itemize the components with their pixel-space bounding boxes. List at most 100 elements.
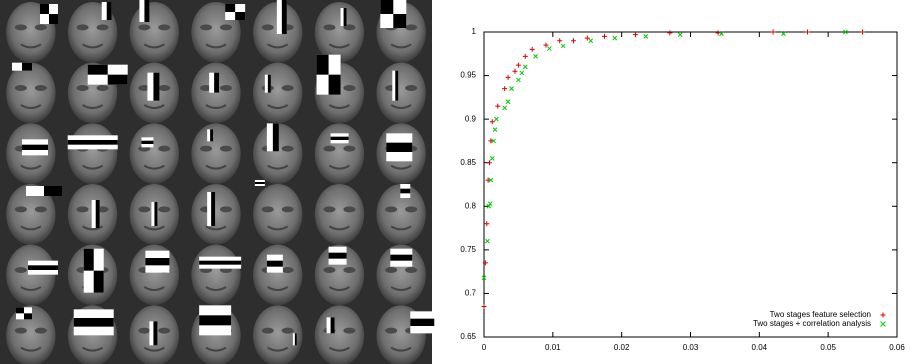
point: [488, 177, 494, 183]
point: [667, 30, 673, 36]
face: [6, 244, 56, 306]
face: [67, 123, 118, 184]
point: [557, 38, 563, 44]
face-mouth: [20, 43, 42, 49]
point: [492, 127, 498, 132]
haar-feature-dark: [144, 0, 150, 22]
face-eye: [14, 327, 27, 334]
point: [491, 138, 496, 144]
face-grid: [6, 0, 435, 364]
haar-feature-dark: [235, 12, 246, 20]
haar-feature-dark: [328, 74, 341, 95]
haar-feature-dark: [106, 2, 112, 20]
haar-feature-dark: [107, 74, 128, 85]
face-eye: [405, 206, 418, 213]
x-tick-label: 0.05: [820, 343, 836, 352]
face-eye: [343, 327, 356, 334]
face-eye: [281, 85, 294, 91]
face-mouth: [143, 164, 165, 170]
haar-feature-dark: [73, 318, 114, 327]
face-eye: [158, 145, 171, 152]
face-eye: [220, 145, 232, 152]
face-eye: [385, 267, 398, 273]
y-tick-label: 0.95: [460, 71, 476, 80]
face-eye: [323, 206, 336, 213]
point: [489, 119, 495, 125]
point: [560, 43, 566, 49]
face-eye: [385, 206, 398, 213]
face-eye: [261, 24, 274, 31]
face-eye: [138, 24, 151, 31]
face-eye: [34, 24, 47, 31]
face-eye: [323, 24, 336, 31]
point: [570, 38, 576, 44]
point: [505, 74, 511, 80]
legend-label: Two stages feature selection: [770, 310, 871, 319]
face: [253, 305, 303, 364]
face-mouth: [82, 346, 104, 352]
point: [843, 29, 848, 35]
face-eye: [220, 24, 232, 31]
face-mouth: [267, 43, 289, 49]
haar-feature-dark: [83, 248, 94, 271]
face: [376, 244, 426, 306]
face-mouth: [20, 225, 42, 231]
face-mouth: [267, 225, 289, 231]
face-mouth: [205, 225, 227, 231]
haar-feature-dark: [44, 186, 62, 196]
point: [770, 29, 776, 35]
point: [612, 35, 618, 41]
haar-feature-dark: [40, 4, 49, 14]
face-mouth: [328, 43, 350, 49]
face: [376, 184, 426, 245]
point: [484, 221, 490, 227]
face-eye: [158, 24, 171, 31]
y-tick-label: 0.75: [460, 245, 476, 254]
y-tick-label: 0.7: [465, 289, 477, 298]
point: [719, 31, 724, 37]
face-eye: [158, 206, 171, 213]
haar-feature-dark: [22, 62, 32, 71]
face-eye: [405, 267, 418, 273]
face: [191, 184, 241, 245]
haar-feature-dark: [28, 265, 58, 270]
point: [515, 62, 521, 68]
point: [601, 33, 607, 39]
face-eye: [138, 206, 151, 213]
point: [781, 31, 786, 37]
face-eye: [200, 85, 212, 91]
haar-feature-dark: [24, 313, 32, 320]
face-mouth: [328, 104, 350, 109]
point: [588, 38, 594, 44]
face-eye: [138, 85, 151, 91]
face-mouth: [267, 286, 289, 291]
point: [482, 260, 488, 266]
point: [715, 30, 721, 36]
point: [516, 77, 521, 83]
face-eye: [14, 85, 27, 91]
face-eye: [96, 24, 109, 31]
haar-feature-dark: [328, 252, 347, 259]
face-mouth: [267, 104, 289, 109]
face-mouth: [143, 346, 165, 352]
y-tick-label: 1: [472, 27, 477, 36]
point: [677, 32, 683, 37]
face-eye: [138, 327, 151, 334]
face: [253, 244, 303, 306]
face: [314, 123, 365, 184]
face-mouth: [328, 164, 350, 170]
face-eye: [14, 206, 27, 213]
face-eye: [220, 206, 232, 213]
point: [533, 54, 538, 59]
face-mouth: [20, 346, 42, 352]
haar-feature-dark: [211, 192, 216, 226]
face-eye: [200, 24, 212, 31]
face: [253, 123, 303, 184]
haar-feature-dark: [49, 14, 58, 24]
face-mouth: [328, 225, 350, 231]
face-mouth: [390, 346, 412, 352]
face-mouth: [390, 286, 412, 291]
haar-feature-dark: [294, 333, 297, 346]
haar-feature-dark: [393, 14, 407, 28]
face-mouth: [390, 225, 412, 231]
